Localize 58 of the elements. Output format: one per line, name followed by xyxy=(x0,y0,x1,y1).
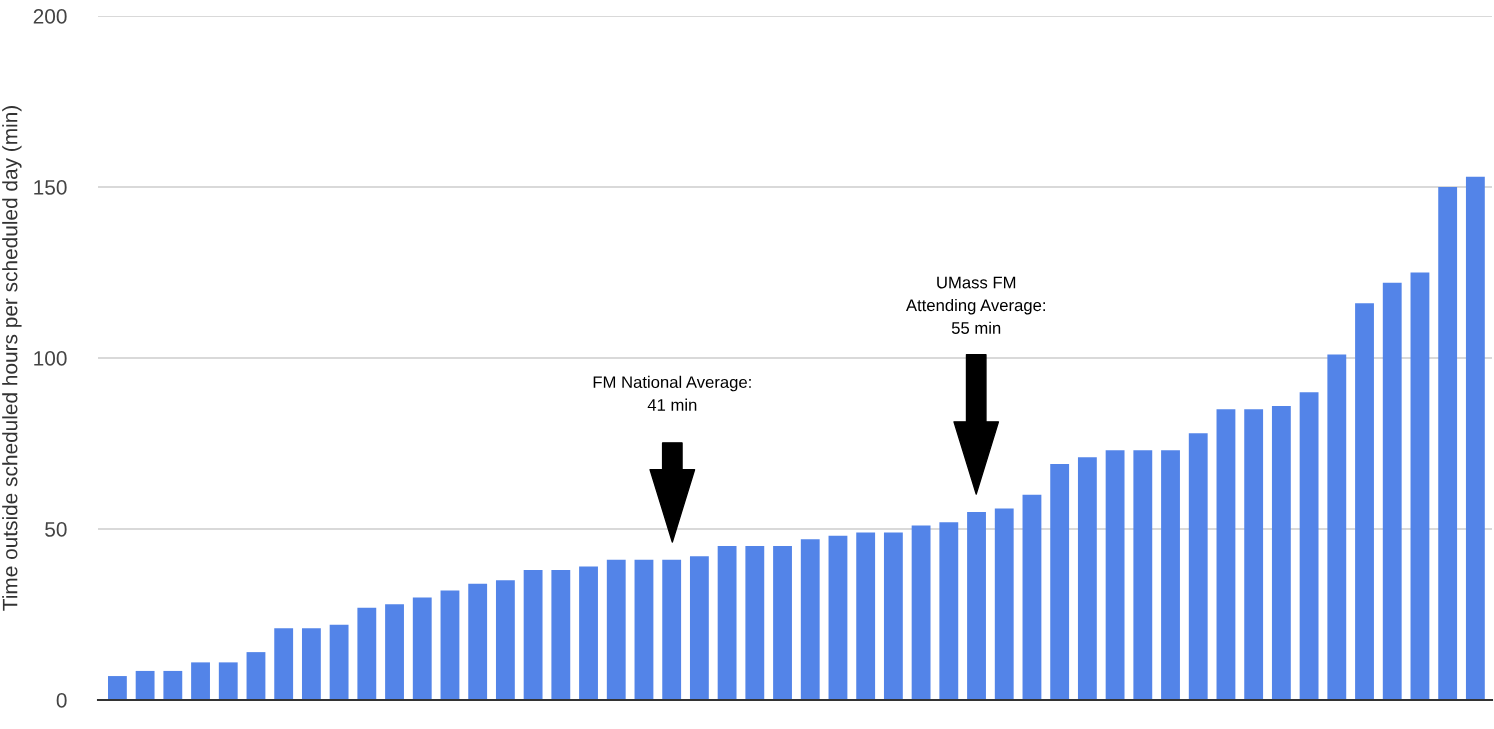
bar xyxy=(1299,392,1319,700)
bar xyxy=(1355,303,1374,700)
bar xyxy=(135,670,155,700)
bar xyxy=(579,566,598,700)
bar xyxy=(1133,450,1153,700)
bar xyxy=(1022,494,1042,700)
bar xyxy=(107,676,127,700)
bar xyxy=(163,670,183,700)
bar xyxy=(468,583,488,700)
bar xyxy=(1271,405,1291,700)
bar xyxy=(218,662,238,700)
bar xyxy=(634,559,654,700)
annotation: FM National Average: 41 min xyxy=(593,375,751,411)
bar xyxy=(1050,464,1070,700)
bar xyxy=(1244,409,1264,700)
bar xyxy=(412,597,432,700)
bar xyxy=(911,525,931,700)
bar xyxy=(495,580,515,700)
bar xyxy=(1410,272,1430,700)
bar xyxy=(662,559,682,700)
bar xyxy=(939,522,959,700)
bar xyxy=(523,570,543,700)
bar xyxy=(606,559,626,700)
bar xyxy=(246,652,266,700)
bar xyxy=(1077,457,1097,700)
bar xyxy=(440,590,460,700)
bar xyxy=(856,532,876,700)
bar xyxy=(1188,433,1208,700)
y-tick-label: 200 xyxy=(33,9,67,24)
bar xyxy=(1382,282,1402,700)
bar xyxy=(357,607,377,700)
bar xyxy=(329,624,349,700)
bar xyxy=(994,508,1014,700)
bar xyxy=(967,511,986,700)
bar xyxy=(551,570,571,700)
bar xyxy=(745,546,765,700)
bar xyxy=(883,532,903,700)
y-tick-label: 50 xyxy=(45,522,67,537)
bar xyxy=(1438,187,1458,700)
bar xyxy=(1105,450,1125,700)
bar xyxy=(1161,450,1180,700)
bar xyxy=(1327,354,1347,700)
bar xyxy=(828,535,848,700)
bar xyxy=(385,604,404,700)
bar xyxy=(689,556,709,700)
bar xyxy=(773,546,792,700)
y-tick-label: 150 xyxy=(34,180,67,195)
bar xyxy=(191,662,210,700)
bar xyxy=(301,628,321,700)
bar xyxy=(274,628,294,700)
bar xyxy=(1216,409,1236,700)
bar xyxy=(800,539,820,700)
annotation: UMass FM Attending Average: 55 min xyxy=(905,276,1045,334)
bar xyxy=(1465,176,1485,700)
y-tick-label: 100 xyxy=(34,351,67,366)
bar xyxy=(717,546,737,700)
y-tick-label: 0 xyxy=(56,693,67,708)
y-axis-title: Time outside scheduled hours per scheduled day (min) xyxy=(2,106,22,611)
